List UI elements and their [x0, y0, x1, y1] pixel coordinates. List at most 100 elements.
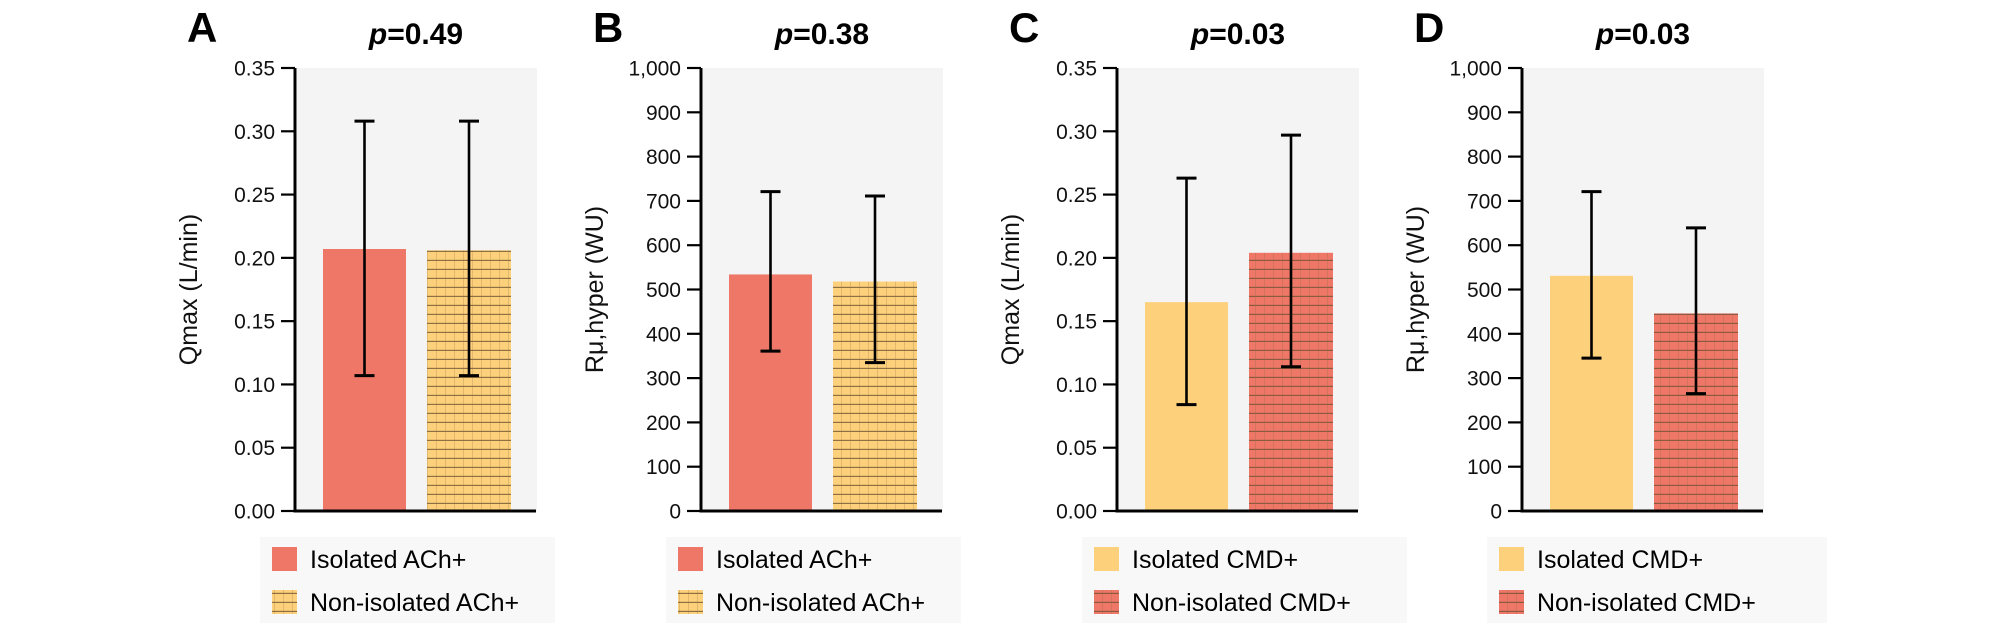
title-p-symbol: p — [1595, 18, 1614, 51]
legend-label: Non-isolated CMD+ — [1132, 589, 1351, 617]
y-tick-label: 0.25 — [234, 184, 275, 207]
y-tick-label: 300 — [1467, 368, 1502, 391]
legend-swatch — [272, 590, 297, 614]
error-bar-isolated — [1176, 176, 1197, 407]
y-tick-label: 0.15 — [1056, 311, 1097, 334]
y-tick-label: 700 — [646, 190, 681, 213]
y-tick-label: 0.30 — [234, 121, 275, 144]
legend: Isolated ACh+ Non-isolated ACh+ — [666, 537, 961, 623]
y-tick-label: 100 — [1467, 456, 1502, 479]
panel-letter: A — [187, 4, 217, 51]
y-axis-label: Rμ,hyper (WU) — [1402, 206, 1430, 373]
legend-label: Non-isolated ACh+ — [716, 589, 925, 617]
legend-swatch — [678, 590, 703, 614]
legend-background — [666, 537, 961, 623]
legend-label: Isolated CMD+ — [1537, 546, 1703, 574]
y-axis-label: Qmax (L/min) — [997, 214, 1025, 365]
title-p-symbol: p — [368, 18, 387, 51]
y-axis-label: Qmax (L/min) — [175, 214, 203, 365]
legend-swatch — [1499, 590, 1524, 614]
y-tick-label: 200 — [646, 412, 681, 435]
y-tick-label: 300 — [646, 368, 681, 391]
panel-title: p=0.49 — [368, 18, 463, 51]
legend-item: Non-isolated CMD+ — [1094, 589, 1351, 617]
panel-title: p=0.03 — [1595, 18, 1690, 51]
y-tick-label: 100 — [646, 456, 681, 479]
y-tick-label: 900 — [646, 102, 681, 125]
legend-background — [260, 537, 555, 623]
y-tick-label: 1,000 — [1449, 58, 1502, 81]
y-tick-label: 0 — [1490, 501, 1502, 524]
y-tick-label: 600 — [1467, 235, 1502, 258]
y-tick-label: 800 — [646, 146, 681, 169]
y-tick-label: 0.05 — [1056, 437, 1097, 460]
legend-swatch — [1499, 547, 1524, 571]
legend-label: Non-isolated ACh+ — [310, 589, 519, 617]
legend-swatch — [1094, 547, 1119, 571]
y-axis-label: Rμ,hyper (WU) — [581, 206, 609, 373]
error-bar-non-isolated — [1686, 226, 1706, 396]
y-tick-label: 600 — [646, 235, 681, 258]
legend-item: Isolated CMD+ — [1094, 546, 1298, 574]
y-tick-label: 400 — [646, 323, 681, 346]
error-bar-isolated — [760, 190, 781, 353]
error-bar-isolated — [354, 119, 375, 378]
title-p-value: =0.03 — [1209, 18, 1285, 51]
y-tick-label: 200 — [1467, 412, 1502, 435]
y-tick-label: 0.10 — [1056, 374, 1097, 397]
legend-label: Isolated ACh+ — [310, 546, 466, 574]
panel-title: p=0.38 — [774, 18, 869, 51]
legend-label: Isolated ACh+ — [716, 546, 872, 574]
y-tick-label: 0.05 — [234, 437, 275, 460]
legend: Isolated CMD+ Non-isolated CMD+ — [1082, 537, 1407, 623]
y-tick-label: 0.20 — [234, 247, 275, 270]
y-tick-label: 0.15 — [234, 311, 275, 334]
y-tick-label: 500 — [646, 279, 681, 302]
legend: Isolated ACh+ Non-isolated ACh+ — [260, 537, 555, 623]
legend-label: Non-isolated CMD+ — [1537, 589, 1756, 617]
legend-item: Non-isolated ACh+ — [272, 589, 519, 617]
y-tick-label: 0.00 — [234, 501, 275, 524]
y-tick-label: 500 — [1467, 279, 1502, 302]
title-p-symbol: p — [774, 18, 793, 51]
y-tick-label: 0.35 — [1056, 58, 1097, 81]
title-p-value: =0.03 — [1614, 18, 1690, 51]
y-tick-label: 0.00 — [1056, 501, 1097, 524]
error-bar-non-isolated — [865, 194, 885, 365]
panel-letter: B — [593, 4, 623, 51]
legend-swatch — [678, 547, 703, 571]
legend-item: Non-isolated CMD+ — [1499, 589, 1756, 617]
y-tick-label: 700 — [1467, 190, 1502, 213]
panel-letter: D — [1414, 4, 1444, 51]
panel-letter: C — [1009, 4, 1039, 51]
legend-item: Isolated CMD+ — [1499, 546, 1703, 574]
y-tick-label: 0.35 — [234, 58, 275, 81]
y-tick-label: 0 — [669, 501, 681, 524]
legend-item: Isolated ACh+ — [272, 546, 466, 574]
legend-swatch — [272, 547, 297, 571]
y-tick-label: 900 — [1467, 102, 1502, 125]
y-tick-label: 0.30 — [1056, 121, 1097, 144]
y-tick-label: 0.20 — [1056, 247, 1097, 270]
y-tick-label: 400 — [1467, 323, 1502, 346]
title-p-symbol: p — [1190, 18, 1209, 51]
title-p-value: =0.49 — [387, 18, 463, 51]
legend-label: Isolated CMD+ — [1132, 546, 1298, 574]
legend-swatch — [1094, 590, 1119, 614]
legend: Isolated CMD+ Non-isolated CMD+ — [1487, 537, 1827, 623]
legend-item: Isolated ACh+ — [678, 546, 872, 574]
error-bar-isolated — [1581, 190, 1602, 360]
y-tick-label: 0.10 — [234, 374, 275, 397]
y-tick-label: 0.25 — [1056, 184, 1097, 207]
error-bar-non-isolated — [1281, 133, 1301, 369]
panel-title: p=0.03 — [1190, 18, 1285, 51]
y-tick-label: 800 — [1467, 146, 1502, 169]
error-bar-non-isolated — [459, 119, 479, 378]
legend-background — [1487, 537, 1827, 623]
title-p-value: =0.38 — [793, 18, 869, 51]
